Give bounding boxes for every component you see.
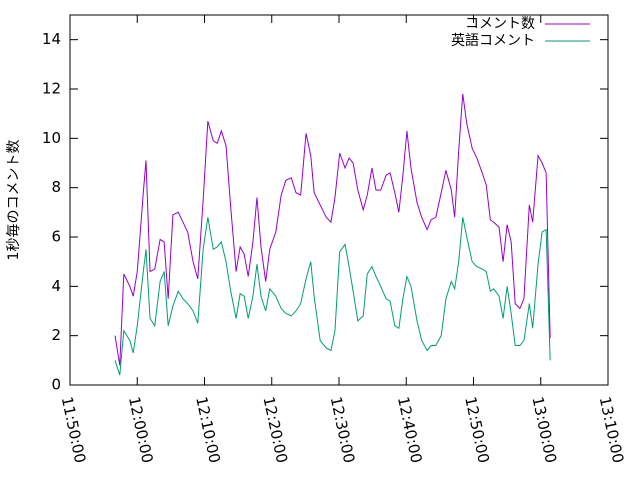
series-line [114,217,551,376]
y-tick-label: 2 [51,326,61,344]
x-tick-label: 13:00:00 [528,395,560,465]
y-axis-label: 1秒毎のコメント数 [6,140,22,261]
y-tick-label: 0 [51,376,61,394]
y-tick-label: 4 [51,277,61,295]
x-tick-label: 12:30:00 [327,395,359,465]
x-tick-label: 12:40:00 [394,395,426,465]
y-tick-label: 6 [51,228,61,246]
x-tick-label: 12:10:00 [192,395,224,465]
x-tick-label: 12:20:00 [259,395,291,465]
x-tick-label: 11:50:00 [58,395,90,465]
y-tick-label: 12 [42,80,61,98]
x-tick-label: 12:00:00 [125,395,157,465]
series-line [114,93,551,366]
plot-frame [69,14,609,386]
y-tick-label: 10 [42,129,61,147]
y-tick-label: 8 [51,178,61,196]
legend-label: コメント数 [465,16,535,32]
y-tick-label: 14 [42,30,61,48]
legend-label: 英語コメント [451,32,535,49]
x-tick-label: 13:10:00 [596,395,628,465]
x-tick-label: 12:50:00 [461,395,493,465]
